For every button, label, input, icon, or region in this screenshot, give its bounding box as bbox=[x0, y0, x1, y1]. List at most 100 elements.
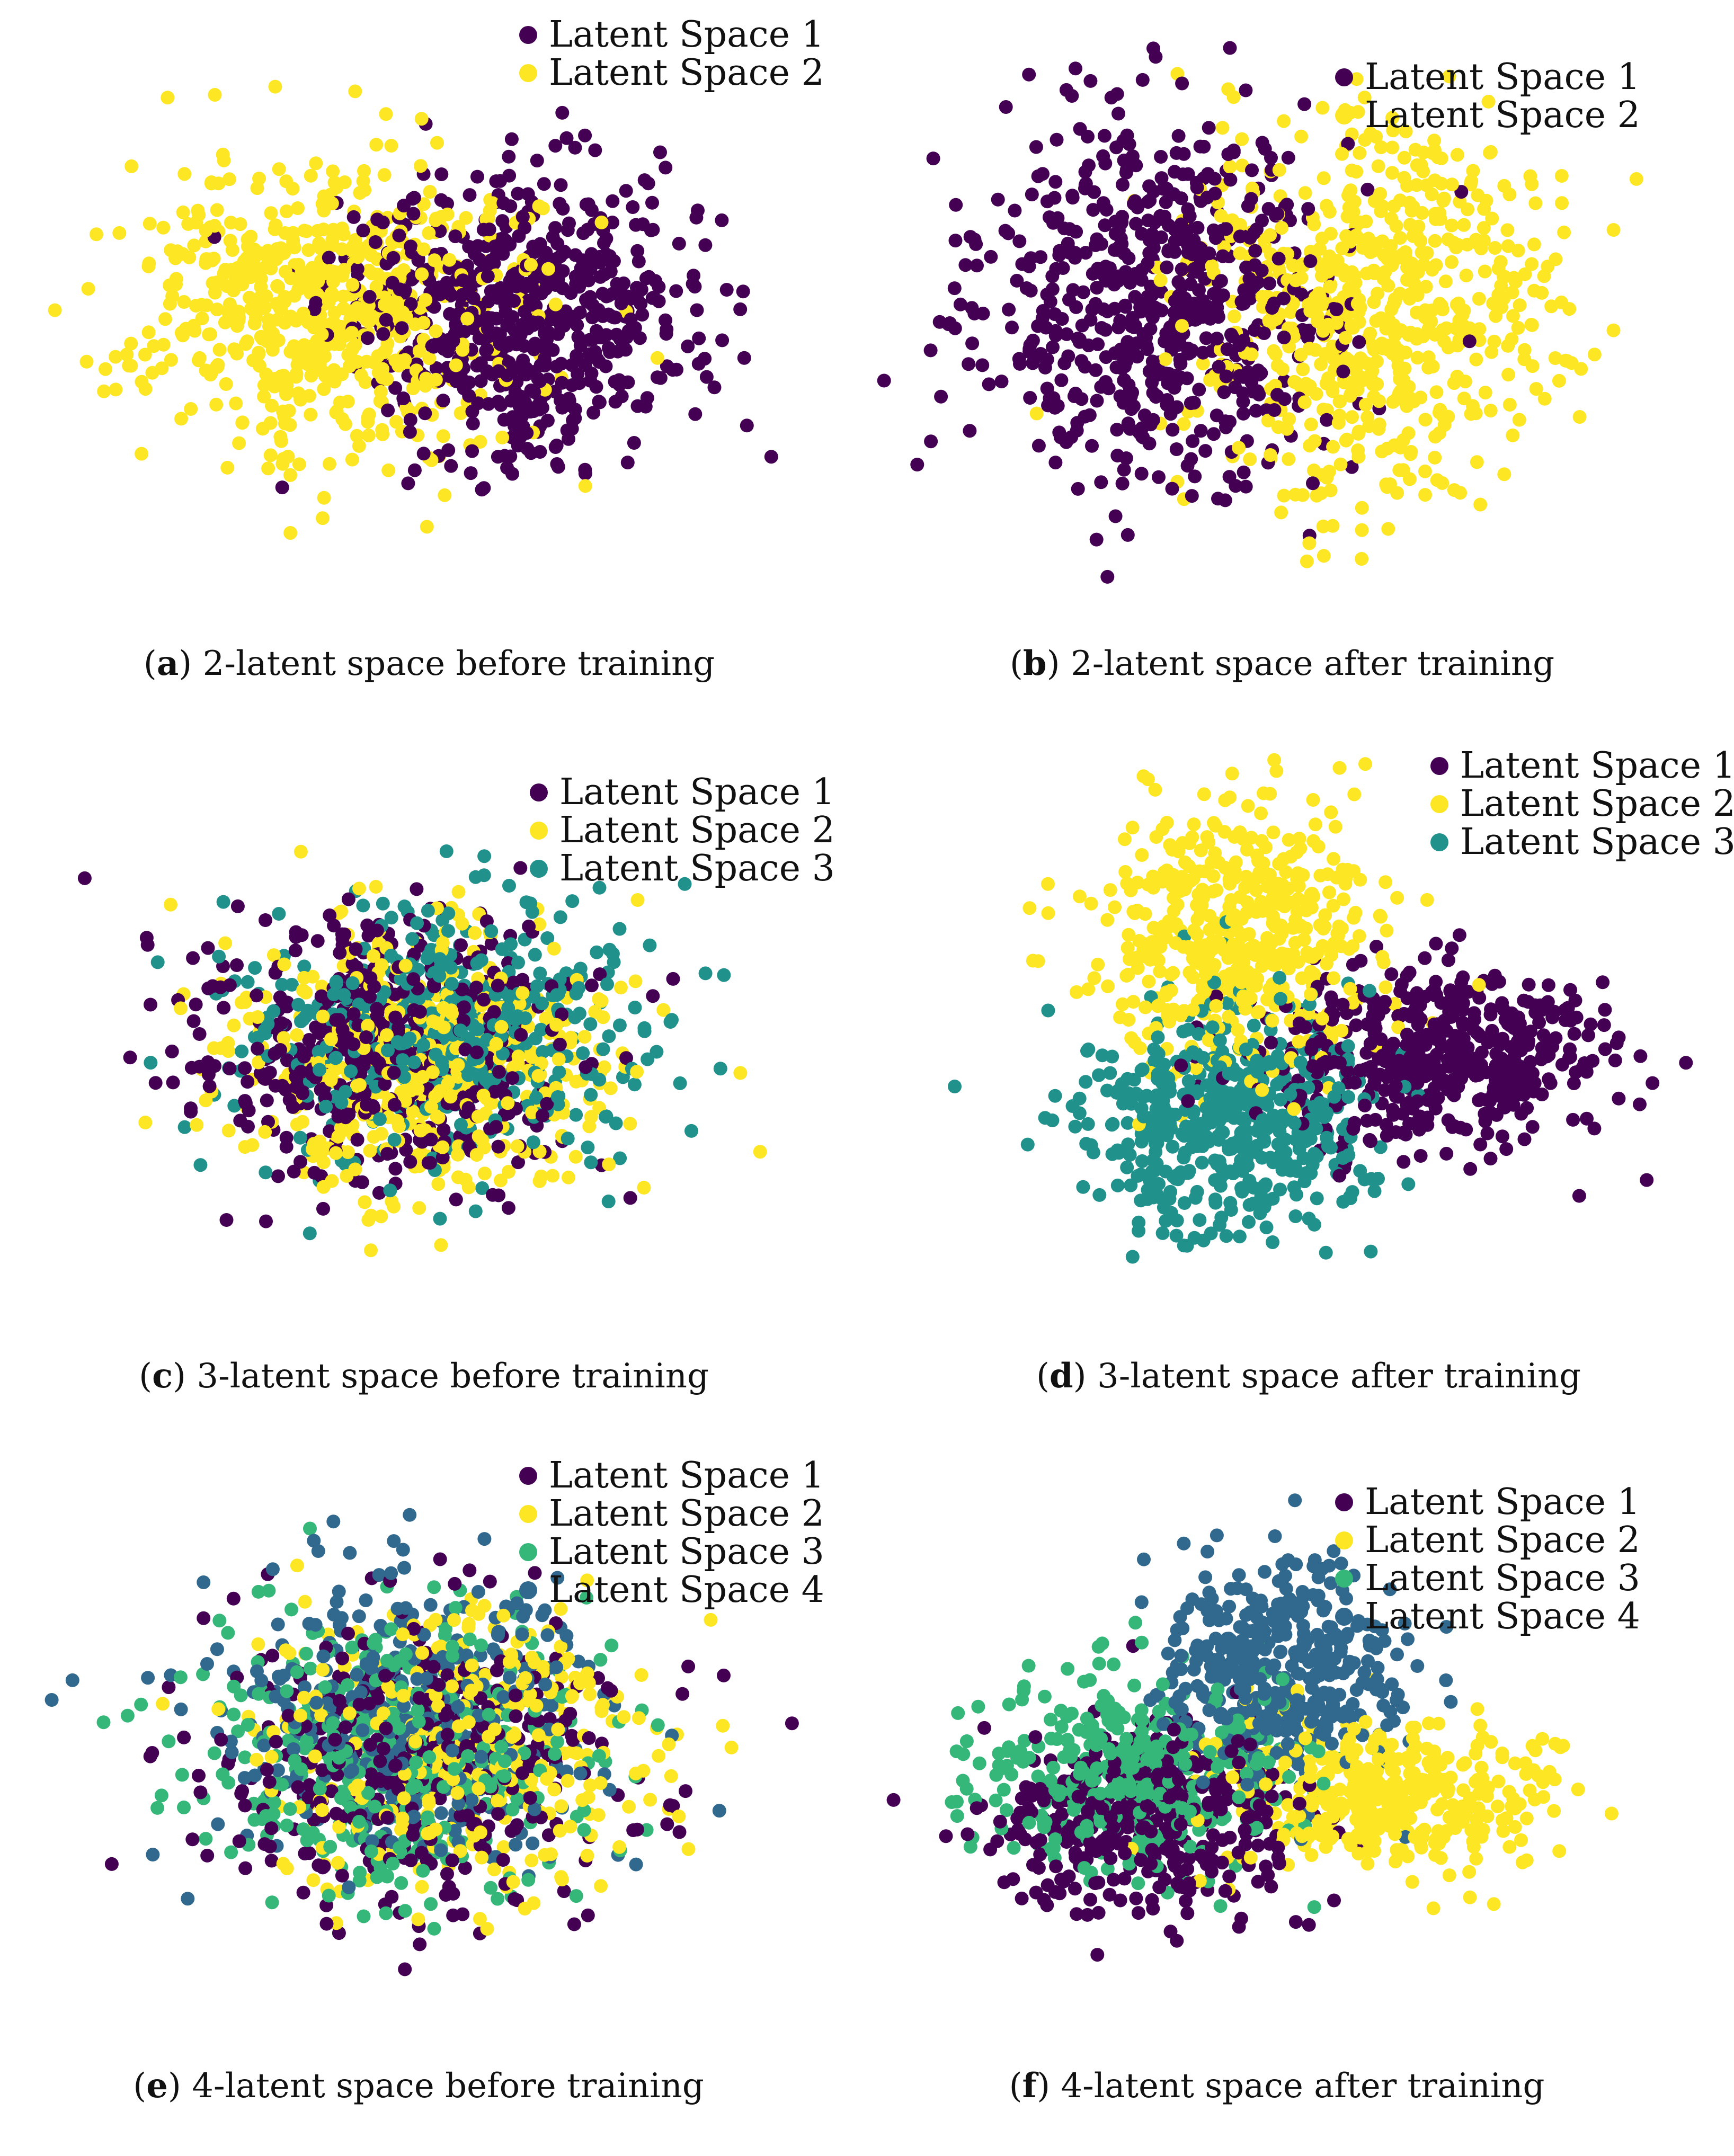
scatter-point-a-s2 bbox=[194, 298, 209, 312]
scatter-point-c-s1 bbox=[123, 1050, 137, 1065]
scatter-point-b-s2 bbox=[1274, 505, 1288, 520]
scatter-point-b-s1 bbox=[1048, 456, 1063, 470]
scatter-point-a-s1 bbox=[634, 297, 648, 311]
scatter-point-d-s2 bbox=[1041, 877, 1055, 891]
scatter-point-b-s2 bbox=[1416, 145, 1430, 159]
scatter-point-b-s2 bbox=[1360, 357, 1374, 371]
scatter-point-b-s1 bbox=[984, 250, 998, 264]
scatter-point-b-s1 bbox=[1219, 369, 1233, 384]
scatter-point-a-s1 bbox=[578, 462, 592, 477]
scatter-point-b-s2 bbox=[1386, 123, 1400, 138]
scatter-point-b-s2 bbox=[1315, 269, 1329, 283]
scatter-point-a-s2 bbox=[264, 206, 278, 220]
scatter-point-c-s2 bbox=[568, 1150, 583, 1164]
scatter-point-b-s1 bbox=[1121, 416, 1135, 431]
scatter-point-b-s2 bbox=[1410, 158, 1424, 172]
scatter-point-c-s1 bbox=[501, 1201, 515, 1215]
scatter-point-b-s1 bbox=[1216, 249, 1230, 263]
scatter-point-b-s2 bbox=[1381, 522, 1395, 536]
scatter-point-b-s2 bbox=[1389, 219, 1403, 233]
scatter-point-a-s2 bbox=[147, 339, 161, 353]
scatter-point-a-s1 bbox=[524, 402, 539, 416]
scatter-point-d-s1 bbox=[1520, 1101, 1534, 1115]
scatter-point-d-s2 bbox=[1346, 939, 1360, 954]
scatter-point-b-s2 bbox=[1544, 299, 1559, 314]
scatter-point-a-s2 bbox=[408, 317, 422, 332]
scatter-point-b-s1 bbox=[1168, 223, 1182, 237]
scatter-point-c-s1 bbox=[469, 981, 484, 995]
scatter-point-b-s2 bbox=[1562, 302, 1577, 316]
scatter-point-b-s2 bbox=[1429, 210, 1443, 224]
scatter-point-a-s2 bbox=[419, 293, 433, 307]
scatter-point-b-s1 bbox=[1012, 352, 1026, 366]
scatter-point-a-s2 bbox=[377, 298, 392, 312]
scatter-point-b-s1 bbox=[1050, 132, 1064, 147]
scatter-point-c-s3 bbox=[235, 1044, 249, 1058]
scatter-point-c-s1 bbox=[579, 1060, 593, 1074]
scatter-point-c-s2 bbox=[630, 893, 645, 907]
scatter-point-c-s3 bbox=[572, 981, 586, 995]
scatter-point-d-s2 bbox=[1282, 833, 1296, 847]
scatter-point-a-s2 bbox=[315, 327, 329, 342]
scatter-point-a-s1 bbox=[570, 349, 584, 363]
scatter-point-b-s1 bbox=[1097, 129, 1111, 143]
scatter-point-a-s2 bbox=[273, 301, 287, 315]
scatter-point-b-s2 bbox=[1385, 111, 1399, 125]
scatter-point-b-s1 bbox=[1237, 465, 1251, 479]
scatter-point-b-s2 bbox=[1255, 290, 1269, 304]
scatter-point-b-s1 bbox=[1226, 145, 1241, 159]
scatter-point-b-s1 bbox=[1088, 297, 1102, 311]
scatter-point-a-s1 bbox=[606, 287, 620, 301]
scatter-point-b-s1 bbox=[1085, 439, 1099, 453]
scatter-point-a-s2 bbox=[429, 324, 443, 338]
scatter-point-c-s2 bbox=[501, 1096, 515, 1110]
scatter-point-a-s2 bbox=[48, 303, 62, 317]
scatter-point-c-s3 bbox=[372, 1112, 387, 1126]
scatter-point-b-s2 bbox=[1235, 132, 1249, 146]
scatter-point-a-s1 bbox=[707, 380, 722, 395]
scatter-point-a-s2 bbox=[252, 172, 266, 185]
scatter-point-c-s1 bbox=[350, 1133, 364, 1147]
scatter-point-b-s1 bbox=[1090, 394, 1104, 408]
scatter-point-b-s1 bbox=[1089, 363, 1103, 377]
scatter-point-a-s1 bbox=[473, 253, 487, 267]
scatter-point-a-s2 bbox=[317, 349, 332, 363]
scatter-point-c-s2 bbox=[494, 1020, 509, 1034]
scatter-point-a-s1 bbox=[545, 312, 559, 326]
scatter-point-c-s3 bbox=[433, 1211, 447, 1226]
scatter-point-c-s1 bbox=[492, 1065, 506, 1079]
scatter-point-b-s1 bbox=[1202, 121, 1216, 135]
scatter-point-d-s3 bbox=[1159, 1164, 1173, 1179]
scatter-point-a-s1 bbox=[551, 327, 565, 341]
scatter-point-a-s1 bbox=[562, 394, 576, 408]
scatter-point-a-s2 bbox=[346, 239, 360, 254]
scatter-point-a-s1 bbox=[491, 395, 505, 409]
scatter-point-d-s2 bbox=[1187, 817, 1201, 832]
scatter-point-b-s2 bbox=[1341, 353, 1355, 367]
scatter-point-b-s1 bbox=[1341, 137, 1355, 151]
scatter-point-b-s1 bbox=[1026, 333, 1040, 348]
scatter-point-c-s2 bbox=[367, 949, 380, 963]
scatter-point-b-s1 bbox=[1248, 258, 1262, 272]
scatter-point-a-s1 bbox=[549, 359, 564, 373]
scatter-point-b-s1 bbox=[1142, 179, 1157, 193]
scatter-point-a-s1 bbox=[499, 233, 513, 247]
scatter-point-a-s1 bbox=[578, 128, 592, 142]
scatter-point-b-s2 bbox=[1375, 444, 1389, 459]
scatter-point-d-s3 bbox=[1242, 1198, 1257, 1212]
scatter-point-c-s3 bbox=[329, 976, 343, 991]
scatter-point-b-s1 bbox=[1248, 244, 1262, 258]
scatter-point-b-s2 bbox=[1434, 299, 1448, 313]
scatter-point-b-s2 bbox=[1557, 225, 1571, 239]
scatter-point-a-s2 bbox=[206, 276, 220, 290]
scatter-point-c-s2 bbox=[455, 916, 469, 931]
scatter-point-b-s1 bbox=[1118, 300, 1133, 314]
scatter-point-c-s3 bbox=[501, 1001, 515, 1015]
scatter-point-c-s2 bbox=[493, 1173, 508, 1188]
scatter-point-a-s2 bbox=[350, 301, 364, 315]
scatter-point-b-s1 bbox=[1177, 147, 1191, 161]
scatter-point-d-s1 bbox=[1580, 1111, 1594, 1126]
scatter-point-d-s1 bbox=[1389, 1089, 1403, 1103]
scatter-point-a-s1 bbox=[488, 239, 502, 254]
legend-label: Latent Space 2 bbox=[559, 809, 835, 851]
